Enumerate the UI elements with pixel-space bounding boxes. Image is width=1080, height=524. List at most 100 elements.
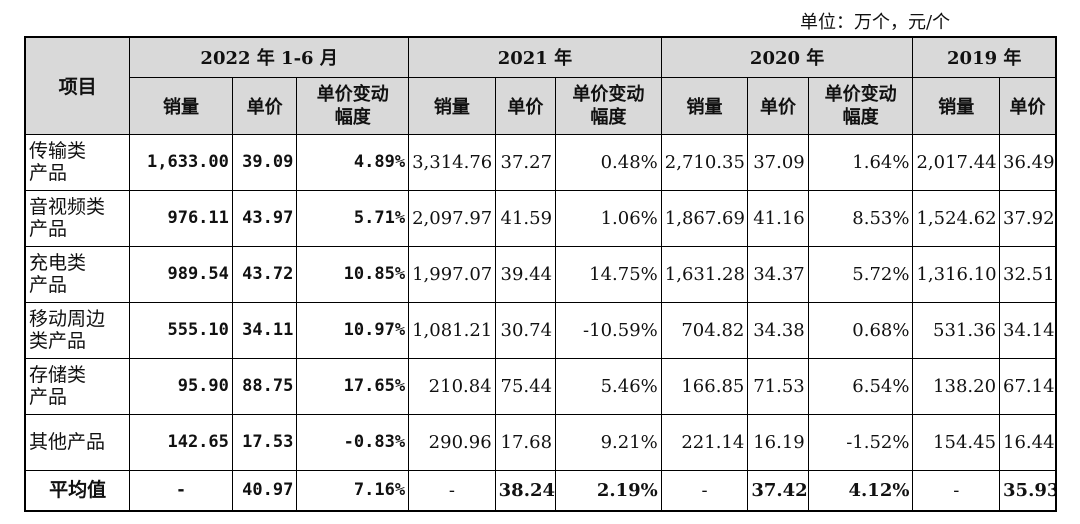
cell-volume: 989.54 [129, 245, 233, 303]
cell-price: 38.24 [494, 469, 557, 512]
cell-price: 37.09 [747, 133, 809, 191]
cell-volume: 555.10 [129, 301, 233, 359]
cell-price-change: 4.12% [807, 469, 914, 512]
average-row: 平均值 -40.97 7.16% -38.24 2.19% -37.42 4.12% -35.… [24, 469, 1057, 512]
row-label: 音视频类 产品 [24, 189, 131, 247]
row-label: 传输类 产品 [24, 133, 131, 191]
cell-volume: 1,316.10 [912, 245, 1001, 303]
cell-volume: 142.65 [129, 413, 233, 471]
cell-price-change: 0.68% [807, 301, 914, 359]
col-volume: 销量 [408, 76, 496, 135]
cell-price: 30.74 [494, 301, 557, 359]
cell-price: 41.16 [747, 189, 809, 247]
cell-volume: 138.20 [912, 357, 1001, 415]
col-price-change: 单价变动 幅度 [555, 76, 662, 135]
cell-price-change: 1.06% [555, 189, 662, 247]
cell-volume: 95.90 [129, 357, 233, 415]
cell-volume: - [129, 469, 233, 512]
period-2020: 2020 年 [660, 36, 914, 78]
cell-price: 37.92 [999, 189, 1057, 247]
period-2019: 2019 年 [912, 36, 1057, 78]
cell-volume: 1,081.21 [408, 301, 496, 359]
cell-price-change: 10.85% [296, 245, 410, 303]
cell-price: 39.44 [494, 245, 557, 303]
cell-price-change: 9.21% [555, 413, 662, 471]
cell-price: 32.51 [999, 245, 1057, 303]
cell-price-change: 6.54% [807, 357, 914, 415]
cell-volume: 2,710.35 [660, 133, 749, 191]
row-label: 其他产品 [24, 413, 131, 471]
cell-price: 35.93 [999, 469, 1057, 512]
table-row: 传输类 产品 1,633.00 39.09 4.89% 3,314.76 37.27 0.48… [24, 133, 1057, 191]
col-volume: 销量 [912, 76, 1001, 135]
cell-volume: - [408, 469, 496, 512]
period-2021: 2021 年 [408, 36, 662, 78]
cell-price: 43.72 [231, 245, 298, 303]
cell-price-change: 4.89% [296, 133, 410, 191]
cell-price-change: 10.97% [296, 301, 410, 359]
cell-price-change: 14.75% [555, 245, 662, 303]
cell-volume: 3,314.76 [408, 133, 496, 191]
cell-price: 34.37 [747, 245, 809, 303]
cell-volume: 704.82 [660, 301, 749, 359]
cell-volume: 2,017.44 [912, 133, 1001, 191]
cell-price: 34.38 [747, 301, 809, 359]
row-label: 充电类 产品 [24, 245, 131, 303]
cell-volume: 1,524.62 [912, 189, 1001, 247]
period-2022h1: 2022 年 1-6 月 [129, 36, 410, 78]
cell-price: 88.75 [231, 357, 298, 415]
cell-price-change: 5.71% [296, 189, 410, 247]
cell-volume: - [912, 469, 1001, 512]
cell-volume: 531.36 [912, 301, 1001, 359]
col-volume: 销量 [660, 76, 749, 135]
cell-volume: 166.85 [660, 357, 749, 415]
cell-volume: 2,097.97 [408, 189, 496, 247]
cell-price: 17.53 [231, 413, 298, 471]
header-item: 项目 [24, 36, 131, 135]
cell-price-change: 7.16% [296, 469, 410, 512]
cell-price: 16.44 [999, 413, 1057, 471]
cell-price: 43.97 [231, 189, 298, 247]
cell-volume: - [660, 469, 749, 512]
cell-price: 75.44 [494, 357, 557, 415]
cell-volume: 1,631.28 [660, 245, 749, 303]
cell-volume: 976.11 [129, 189, 233, 247]
table-row: 其他产品 142.65 17.53 -0.83% 290.96 17.68 9.21% 221… [24, 413, 1057, 471]
col-price: 单价 [494, 76, 557, 135]
unit-note: 单位：万个，元/个 [800, 12, 951, 33]
cell-price: 17.68 [494, 413, 557, 471]
cell-price-change: 0.48% [555, 133, 662, 191]
cell-price-change: 8.53% [807, 189, 914, 247]
cell-volume: 290.96 [408, 413, 496, 471]
table-row: 移动周边 类产品 555.10 34.11 10.97% 1,081.21 30.74 -10… [24, 301, 1057, 359]
col-volume: 销量 [129, 76, 233, 135]
cell-price-change: 17.65% [296, 357, 410, 415]
cell-volume: 210.84 [408, 357, 496, 415]
cell-price: 34.14 [999, 301, 1057, 359]
cell-volume: 221.14 [660, 413, 749, 471]
cell-price: 34.11 [231, 301, 298, 359]
cell-price: 71.53 [747, 357, 809, 415]
cell-price: 67.14 [999, 357, 1057, 415]
cell-price: 36.49 [999, 133, 1057, 191]
cell-price-change: -0.83% [296, 413, 410, 471]
table-row: 存储类 产品 95.90 88.75 17.65% 210.84 75.44 5.46% 166… [24, 357, 1057, 415]
cell-price: 37.42 [747, 469, 809, 512]
cell-price: 39.09 [231, 133, 298, 191]
row-label: 移动周边 类产品 [24, 301, 131, 359]
col-price: 单价 [999, 76, 1057, 135]
cell-price: 16.19 [747, 413, 809, 471]
cell-price-change: 1.64% [807, 133, 914, 191]
col-price-change: 单价变动 幅度 [296, 76, 410, 135]
cell-volume: 154.45 [912, 413, 1001, 471]
col-price: 单价 [231, 76, 298, 135]
cell-price-change: 5.46% [555, 357, 662, 415]
cell-price-change: 5.72% [807, 245, 914, 303]
cell-volume: 1,633.00 [129, 133, 233, 191]
row-label: 存储类 产品 [24, 357, 131, 415]
cell-volume: 1,867.69 [660, 189, 749, 247]
col-price: 单价 [747, 76, 809, 135]
cell-price-change: -1.52% [807, 413, 914, 471]
cell-price: 37.27 [494, 133, 557, 191]
table-row: 音视频类 产品 976.11 43.97 5.71% 2,097.97 41.59 1.06%… [24, 189, 1057, 247]
